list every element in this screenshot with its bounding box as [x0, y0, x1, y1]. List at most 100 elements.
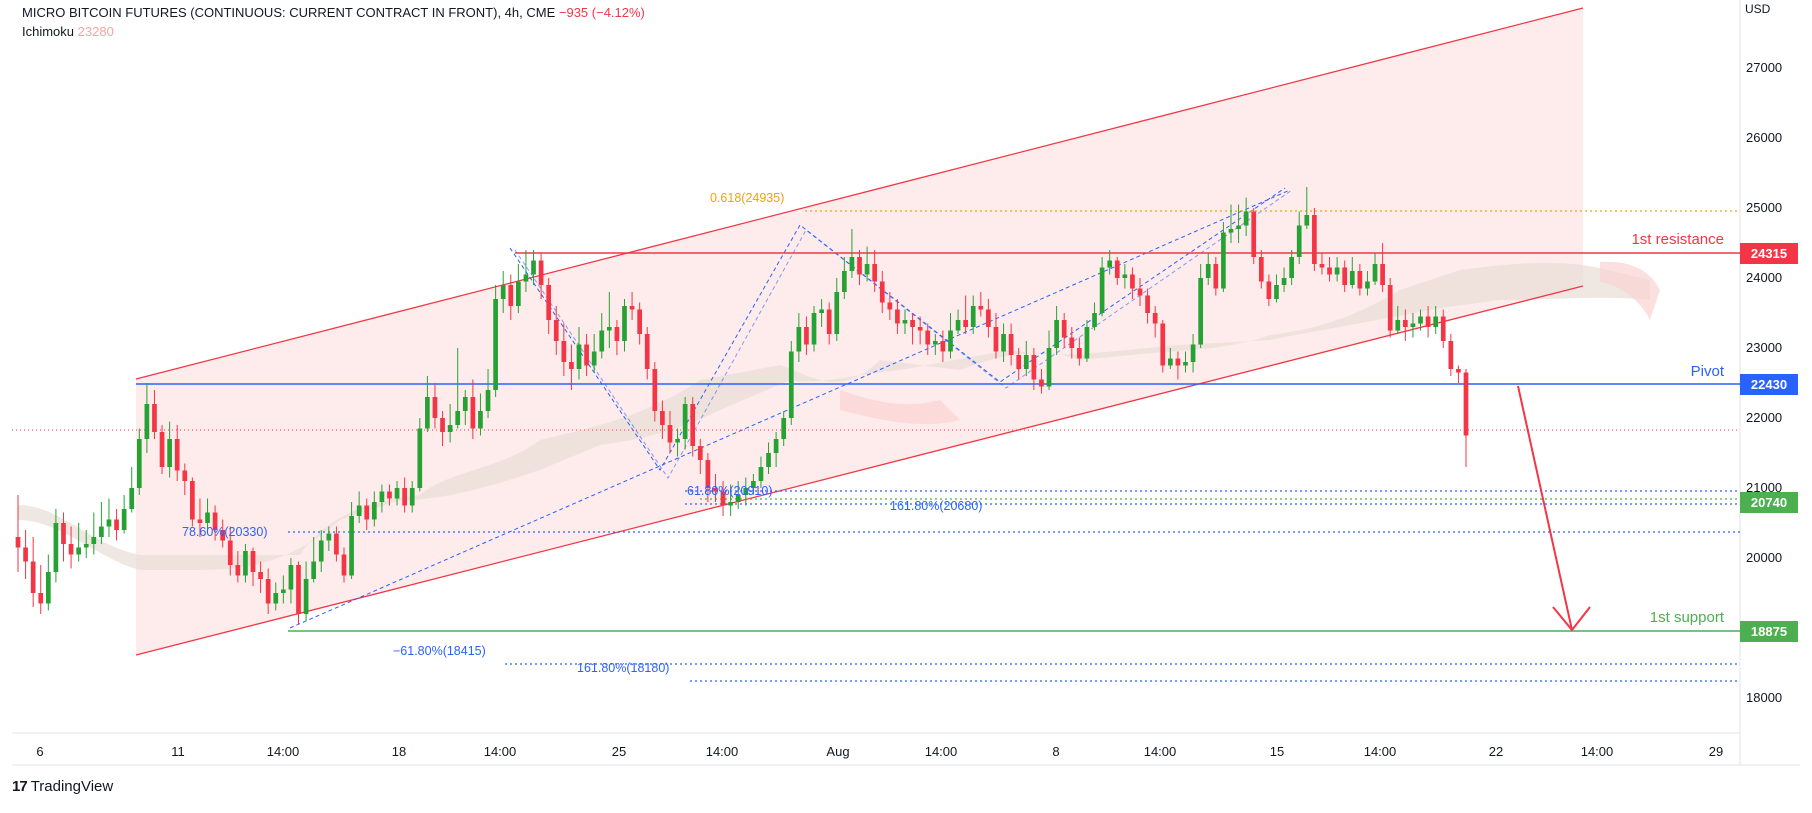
candle-down[interactable] [1031, 355, 1037, 380]
candle-down[interactable] [1357, 271, 1363, 289]
candle-up[interactable] [781, 418, 787, 439]
candle-down[interactable] [857, 257, 862, 275]
candle-up[interactable] [371, 502, 377, 520]
candle-up[interactable] [1349, 271, 1355, 285]
candle-up[interactable] [1092, 313, 1097, 327]
candle-down[interactable] [1175, 358, 1181, 366]
candle-up[interactable] [1084, 327, 1090, 359]
candle-up[interactable] [394, 488, 400, 499]
candle-down[interactable] [978, 306, 984, 310]
candle-down[interactable] [440, 418, 445, 432]
candle-down[interactable] [917, 327, 923, 331]
candle-up[interactable] [773, 439, 779, 453]
candle-down[interactable] [470, 397, 476, 429]
candle-up[interactable] [766, 453, 771, 467]
candle-down[interactable] [895, 309, 900, 324]
candle-down[interactable] [561, 341, 567, 362]
candle-up[interactable] [311, 561, 317, 580]
candle-up[interactable] [728, 502, 733, 506]
candle-down[interactable] [220, 530, 226, 541]
candle-down[interactable] [265, 579, 271, 604]
candle-up[interactable] [273, 593, 279, 604]
candle-down[interactable] [925, 330, 931, 345]
candle-down[interactable] [614, 327, 620, 341]
candle-up[interactable] [902, 320, 908, 324]
candle-up[interactable] [1046, 348, 1052, 387]
candle-up[interactable] [834, 292, 840, 334]
candle-up[interactable] [516, 281, 521, 307]
candle-up[interactable] [318, 540, 324, 562]
candle-up[interactable] [455, 411, 461, 425]
channel-lower-line[interactable] [135, 285, 1584, 656]
candle-down[interactable] [1152, 313, 1158, 324]
candle-up[interactable] [735, 495, 741, 502]
candle-up[interactable] [280, 589, 286, 594]
candle-down[interactable] [1266, 281, 1272, 300]
projection-arrow[interactable] [1517, 385, 1573, 631]
candle-up[interactable] [493, 299, 498, 390]
candle-up[interactable] [1274, 285, 1279, 299]
indicator-name[interactable]: Ichimoku [22, 24, 75, 39]
candle-up[interactable] [796, 327, 802, 352]
candle-down[interactable] [1380, 264, 1385, 285]
candle-down[interactable] [296, 565, 301, 614]
candle-up[interactable] [485, 390, 491, 411]
candle-up[interactable] [523, 274, 529, 282]
candle-down[interactable] [910, 320, 915, 327]
candle-down[interactable] [402, 488, 407, 506]
candle-down[interactable] [182, 470, 188, 482]
candle-up[interactable] [462, 397, 468, 411]
candle-up[interactable] [379, 491, 385, 503]
candle-down[interactable] [660, 411, 665, 425]
price-axis[interactable]: 18000 20000 21000 22000 23000 24000 25000 26000… [1746, 60, 1782, 705]
candle-down[interactable] [1130, 274, 1135, 289]
candle-down[interactable] [341, 554, 347, 576]
candle-up[interactable] [751, 481, 756, 488]
candle-up[interactable] [599, 330, 605, 352]
candle-up[interactable] [1023, 355, 1029, 369]
candle-up[interactable] [417, 428, 423, 489]
candle-down[interactable] [1077, 348, 1082, 359]
candle-up[interactable] [841, 271, 847, 292]
candle-down[interactable] [637, 309, 643, 335]
candle-up[interactable] [83, 544, 89, 548]
candle-up[interactable] [955, 320, 961, 331]
candle-up[interactable] [1289, 257, 1294, 278]
candle-down[interactable] [1342, 267, 1348, 286]
candle-up[interactable] [53, 523, 59, 572]
candle-down[interactable] [387, 491, 392, 499]
candle-up[interactable] [1304, 215, 1310, 226]
candle-up[interactable] [1183, 362, 1188, 366]
candle-down[interactable] [258, 572, 263, 579]
candle-up[interactable] [622, 306, 627, 341]
candle-up[interactable] [326, 533, 332, 541]
candle-up[interactable] [1296, 225, 1302, 258]
candle-up[interactable] [45, 572, 51, 604]
candle-up[interactable] [1281, 278, 1287, 285]
candle-down[interactable] [713, 488, 718, 492]
candle-down[interactable] [250, 551, 256, 572]
candle-up[interactable] [948, 330, 953, 352]
candle-down[interactable] [667, 425, 673, 443]
candle-up[interactable] [1372, 264, 1378, 282]
candle-down[interactable] [1039, 379, 1044, 387]
candle-up[interactable] [76, 547, 81, 555]
candle-up[interactable] [425, 397, 430, 429]
candle-down[interactable] [644, 334, 650, 369]
candle-down[interactable] [1448, 341, 1454, 369]
candle-up[interactable] [205, 512, 210, 524]
candle-up[interactable] [1099, 267, 1105, 314]
candle-down[interactable] [152, 404, 157, 432]
candle-up[interactable] [849, 257, 855, 271]
candle-up[interactable] [1236, 225, 1241, 230]
candle-down[interactable] [197, 519, 203, 524]
candle-up[interactable] [121, 509, 127, 530]
candle-up[interactable] [349, 516, 354, 576]
candle-up[interactable] [1205, 264, 1211, 278]
candle-up[interactable] [1243, 211, 1249, 226]
candle-up[interactable] [1410, 323, 1416, 328]
candle-down[interactable] [190, 481, 195, 520]
candle-down[interactable] [364, 505, 370, 520]
candle-down[interactable] [690, 404, 696, 446]
candle-down[interactable] [1016, 355, 1022, 369]
